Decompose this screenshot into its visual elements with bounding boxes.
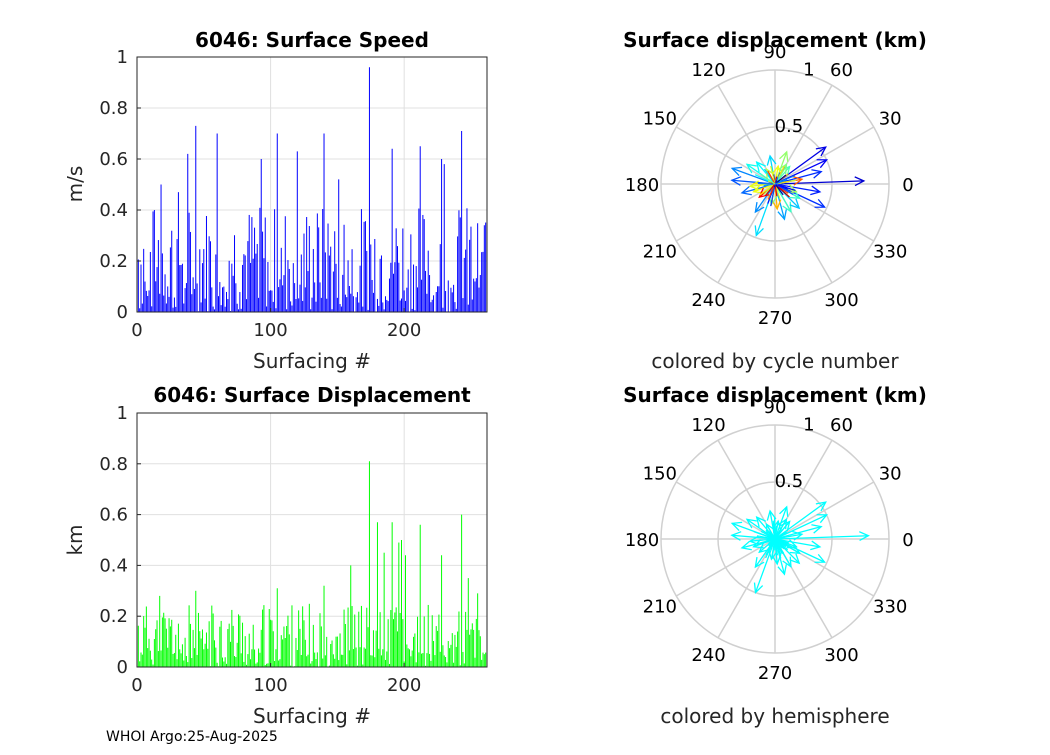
polar-r-label: 0.5 — [775, 116, 804, 137]
y-tick-label: 0.2 — [99, 606, 128, 627]
y-tick-label: 0 — [117, 302, 128, 323]
polar-angle-label: 180 — [625, 530, 659, 551]
polar-angle-label: 270 — [758, 663, 792, 684]
y-tick-label: 0.8 — [99, 98, 128, 119]
footer-credit: WHOI Argo:25-Aug-2025 — [106, 729, 278, 745]
polar-angle-label: 300 — [824, 645, 858, 666]
polar-angle-label: 30 — [879, 109, 902, 130]
surface-displacement-title: 6046: Surface Displacement — [153, 383, 471, 407]
polar-angle-label: 90 — [764, 42, 787, 63]
surface-speed-ylabel: m/s — [63, 166, 87, 203]
surface-speed-xlabel: Surfacing # — [253, 349, 371, 373]
surface-displacement-ylabel: km — [63, 524, 87, 555]
surface-displacement-xlabel: Surfacing # — [253, 704, 371, 728]
polar-angle-label: 210 — [643, 597, 677, 618]
polar-r-label: 1 — [803, 60, 814, 81]
polar-angle-label: 330 — [873, 242, 907, 263]
x-tick-label: 0 — [131, 320, 142, 341]
x-tick-label: 200 — [387, 320, 421, 341]
y-tick-label: 0.8 — [99, 454, 128, 475]
polar-r-label: 0.5 — [775, 471, 804, 492]
polar-angle-label: 120 — [691, 415, 725, 436]
polar-angle-label: 330 — [873, 597, 907, 618]
polar-hemisphere-caption: colored by hemisphere — [660, 704, 889, 728]
polar-angle-label: 210 — [643, 242, 677, 263]
y-tick-label: 0.4 — [99, 200, 128, 221]
polar-angle-label: 240 — [691, 290, 725, 311]
y-tick-label: 0 — [117, 657, 128, 678]
x-tick-label: 0 — [131, 675, 142, 696]
y-tick-label: 0.2 — [99, 251, 128, 272]
polar-angle-label: 180 — [625, 175, 659, 196]
polar-angle-label: 120 — [691, 60, 725, 81]
polar-angle-label: 90 — [764, 397, 787, 418]
polar-angle-label: 60 — [830, 415, 853, 436]
polar-angle-label: 30 — [879, 464, 902, 485]
polar-angle-label: 150 — [643, 109, 677, 130]
polar-r-label: 1 — [803, 415, 814, 436]
polar-angle-label: 270 — [758, 308, 792, 329]
surface-speed-title: 6046: Surface Speed — [195, 28, 429, 52]
polar-cycle-caption: colored by cycle number — [651, 349, 899, 373]
y-tick-label: 0.6 — [99, 149, 128, 170]
y-tick-label: 1 — [117, 403, 128, 424]
polar-angle-label: 150 — [643, 464, 677, 485]
y-tick-label: 0.6 — [99, 505, 128, 526]
x-tick-label: 100 — [253, 320, 287, 341]
y-tick-label: 1 — [117, 47, 128, 68]
polar-angle-label: 300 — [824, 290, 858, 311]
polar-angle-label: 60 — [830, 60, 853, 81]
x-tick-label: 100 — [253, 675, 287, 696]
polar-angle-label: 0 — [902, 530, 913, 551]
polar-angle-label: 240 — [691, 645, 725, 666]
polar-angle-label: 0 — [902, 175, 913, 196]
x-tick-label: 200 — [387, 675, 421, 696]
y-tick-label: 0.4 — [99, 555, 128, 576]
